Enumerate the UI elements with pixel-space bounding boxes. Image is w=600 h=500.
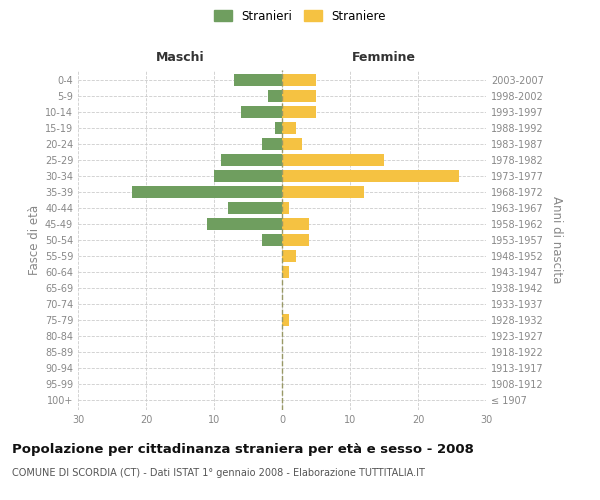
Bar — [207, 218, 282, 230]
Bar — [241, 106, 282, 118]
Bar — [282, 314, 289, 326]
Bar — [282, 154, 384, 166]
Text: COMUNE DI SCORDIA (CT) - Dati ISTAT 1° gennaio 2008 - Elaborazione TUTTITALIA.IT: COMUNE DI SCORDIA (CT) - Dati ISTAT 1° g… — [12, 468, 425, 477]
Bar — [282, 186, 364, 198]
Bar — [235, 74, 282, 86]
Bar — [282, 250, 296, 262]
Bar — [282, 122, 296, 134]
Bar — [282, 74, 316, 86]
Text: Maschi: Maschi — [155, 52, 205, 64]
Legend: Stranieri, Straniere: Stranieri, Straniere — [209, 5, 391, 28]
Bar — [275, 122, 282, 134]
Bar — [262, 234, 282, 246]
Bar — [282, 202, 289, 214]
Bar — [282, 138, 302, 150]
Bar — [282, 218, 309, 230]
Bar — [214, 170, 282, 182]
Bar — [282, 266, 289, 278]
Bar — [221, 154, 282, 166]
Y-axis label: Anni di nascita: Anni di nascita — [550, 196, 563, 284]
Bar — [262, 138, 282, 150]
Text: Femmine: Femmine — [352, 52, 416, 64]
Text: Popolazione per cittadinanza straniera per età e sesso - 2008: Popolazione per cittadinanza straniera p… — [12, 442, 474, 456]
Bar — [282, 106, 316, 118]
Bar — [282, 234, 309, 246]
Bar — [282, 90, 316, 102]
Bar — [268, 90, 282, 102]
Bar — [227, 202, 282, 214]
Y-axis label: Fasce di età: Fasce di età — [28, 205, 41, 275]
Bar — [282, 170, 459, 182]
Bar — [133, 186, 282, 198]
